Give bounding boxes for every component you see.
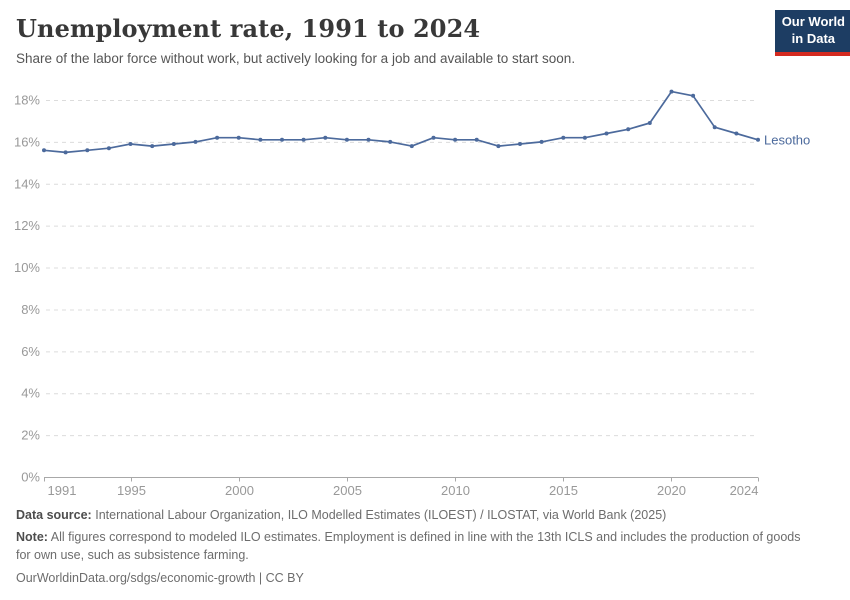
data-point[interactable] <box>691 93 696 98</box>
note-label: Note: <box>16 529 48 544</box>
x-tick-label: 2000 <box>225 483 254 498</box>
y-tick-label: 0% <box>21 470 40 485</box>
x-tick-label: 2024 <box>730 483 759 498</box>
data-point[interactable] <box>150 144 155 149</box>
logo-text-line1: Our World <box>781 14 845 29</box>
y-tick-label: 10% <box>14 260 40 275</box>
y-tick-label: 4% <box>21 386 40 401</box>
x-tick-label: 2005 <box>333 483 362 498</box>
data-point[interactable] <box>734 131 739 136</box>
data-point[interactable] <box>366 137 371 142</box>
data-point[interactable] <box>42 148 46 153</box>
data-point[interactable] <box>344 137 349 142</box>
chart-footer: Data source: International Labour Organi… <box>16 507 816 592</box>
data-point[interactable] <box>280 137 284 142</box>
data-point[interactable] <box>323 135 328 140</box>
note-line: Note: All figures correspond to modeled … <box>16 529 816 565</box>
y-tick-label: 2% <box>21 428 40 443</box>
y-tick-label: 12% <box>14 218 40 233</box>
data-point[interactable] <box>215 135 220 140</box>
y-tick-label: 18% <box>14 93 40 108</box>
y-tick-label: 8% <box>21 302 40 317</box>
datasource-line: Data source: International Labour Organi… <box>16 507 816 525</box>
x-tick-label: 1995 <box>117 483 146 498</box>
data-point[interactable] <box>258 137 263 142</box>
data-point[interactable] <box>604 131 609 136</box>
data-point[interactable] <box>756 137 760 142</box>
data-point[interactable] <box>128 142 133 146</box>
datasource-text: International Labour Organization, ILO M… <box>95 508 667 522</box>
chart-subtitle: Share of the labor force without work, b… <box>16 51 576 66</box>
y-tick-label: 16% <box>14 134 40 149</box>
y-axis: 0% 2% 4% 6% 8% 10% 12% 14% 16% 18% <box>14 93 758 485</box>
data-point[interactable] <box>236 135 241 140</box>
data-points <box>42 89 760 155</box>
data-point[interactable] <box>496 144 501 149</box>
data-point[interactable] <box>85 148 90 153</box>
x-tick-label: 2020 <box>657 483 686 498</box>
x-axis: 1991 1995 2000 2005 2010 2015 2020 2024 <box>44 477 759 498</box>
data-point[interactable] <box>409 144 414 149</box>
note-text: All figures correspond to modeled ILO es… <box>16 529 801 562</box>
data-point[interactable] <box>647 121 652 125</box>
data-point[interactable] <box>669 89 674 94</box>
data-point[interactable] <box>301 137 306 142</box>
data-point[interactable] <box>388 139 393 144</box>
y-tick-label: 14% <box>14 176 40 191</box>
data-point[interactable] <box>518 142 522 146</box>
page-title: Unemployment rate, 1991 to 2024 <box>16 14 481 43</box>
data-point[interactable] <box>712 125 717 130</box>
data-point[interactable] <box>582 135 587 140</box>
data-point[interactable] <box>626 127 631 132</box>
entity-label[interactable]: Lesotho <box>764 132 810 147</box>
data-point[interactable] <box>453 137 458 142</box>
data-point[interactable] <box>171 142 176 146</box>
y-tick-label: 6% <box>21 344 40 359</box>
x-tick-label: 2015 <box>549 483 578 498</box>
owid-logo[interactable]: Our World in Data <box>774 10 850 56</box>
data-point[interactable] <box>431 135 436 140</box>
data-point[interactable] <box>539 139 544 144</box>
data-point[interactable] <box>106 146 111 151</box>
x-tick-label: 1991 <box>48 483 77 498</box>
data-point[interactable] <box>63 150 68 155</box>
data-point[interactable] <box>193 139 198 144</box>
data-line-lesotho[interactable] <box>43 90 759 154</box>
datasource-label: Data source: <box>16 508 92 522</box>
logo-text-line2: in Data <box>791 30 836 46</box>
data-point[interactable] <box>474 137 479 142</box>
data-point[interactable] <box>561 135 566 140</box>
owid-citation-link[interactable]: OurWorldinData.org/sdgs/economic-growth … <box>16 571 304 586</box>
x-tick-label: 2010 <box>441 483 470 498</box>
